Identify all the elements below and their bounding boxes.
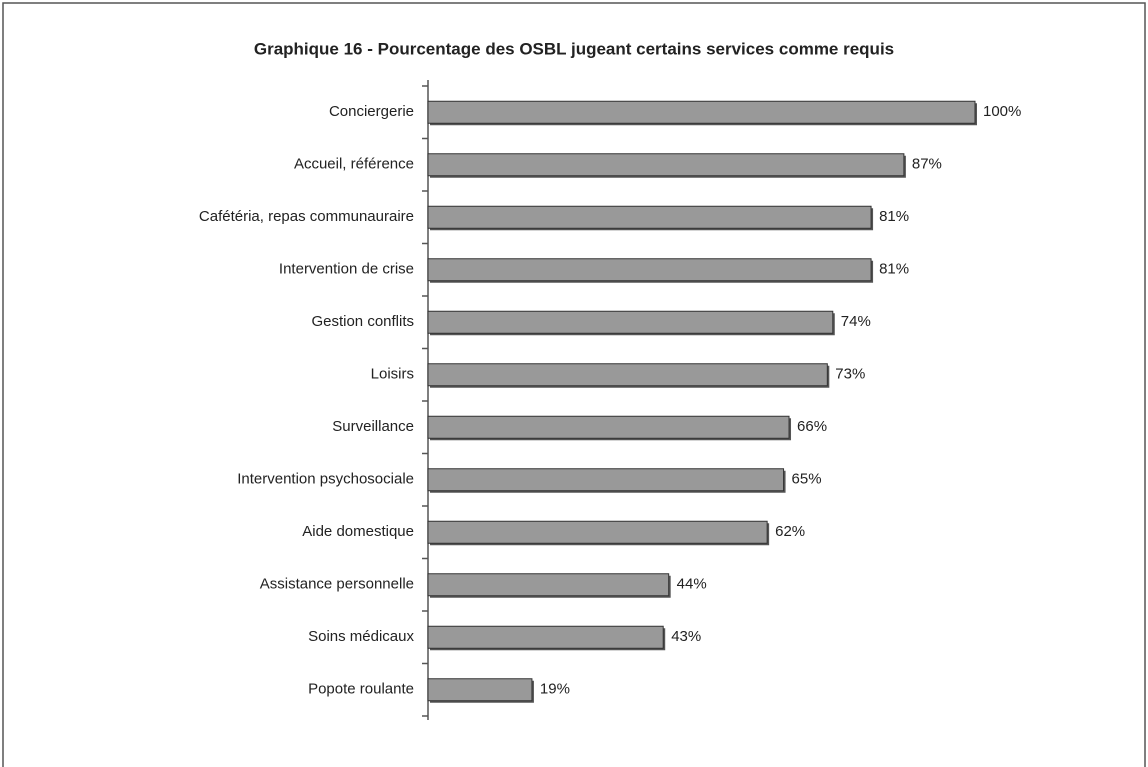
bar — [427, 258, 872, 282]
value-label: 81% — [879, 208, 909, 225]
bar — [427, 100, 976, 124]
category-label: Cafétéria, repas communauraire — [199, 208, 414, 225]
value-label: 43% — [671, 628, 701, 645]
bar — [427, 415, 790, 439]
value-label: 62% — [775, 523, 805, 540]
bar — [427, 573, 670, 597]
category-label: Accueil, référence — [294, 156, 414, 173]
value-label: 100% — [983, 103, 1021, 120]
chart-title: Graphique 16 - Pourcentage des OSBL juge… — [254, 39, 894, 58]
value-label: 66% — [797, 418, 827, 435]
category-label: Intervention de crise — [279, 261, 414, 278]
bar — [427, 310, 834, 334]
category-label: Surveillance — [332, 418, 414, 435]
bar — [427, 363, 828, 387]
bar — [427, 205, 872, 229]
category-label: Soins médicaux — [308, 628, 414, 645]
value-label: 65% — [792, 471, 822, 488]
category-label: Popote roulante — [308, 681, 414, 698]
category-label: Gestion conflits — [311, 313, 414, 330]
bar — [427, 468, 785, 492]
bar — [427, 520, 768, 544]
category-label: Loisirs — [371, 366, 414, 383]
value-label: 81% — [879, 261, 909, 278]
value-label: 73% — [835, 366, 865, 383]
value-label: 74% — [841, 313, 871, 330]
value-label: 44% — [677, 576, 707, 593]
category-label: Intervention psychosociale — [237, 471, 414, 488]
category-label: Assistance personnelle — [260, 576, 414, 593]
category-label: Aide domestique — [302, 523, 414, 540]
category-label: Conciergerie — [329, 103, 414, 120]
bar — [427, 625, 664, 649]
value-label: 87% — [912, 156, 942, 173]
bar — [427, 678, 533, 702]
bar — [427, 153, 905, 177]
value-label: 19% — [540, 681, 570, 698]
